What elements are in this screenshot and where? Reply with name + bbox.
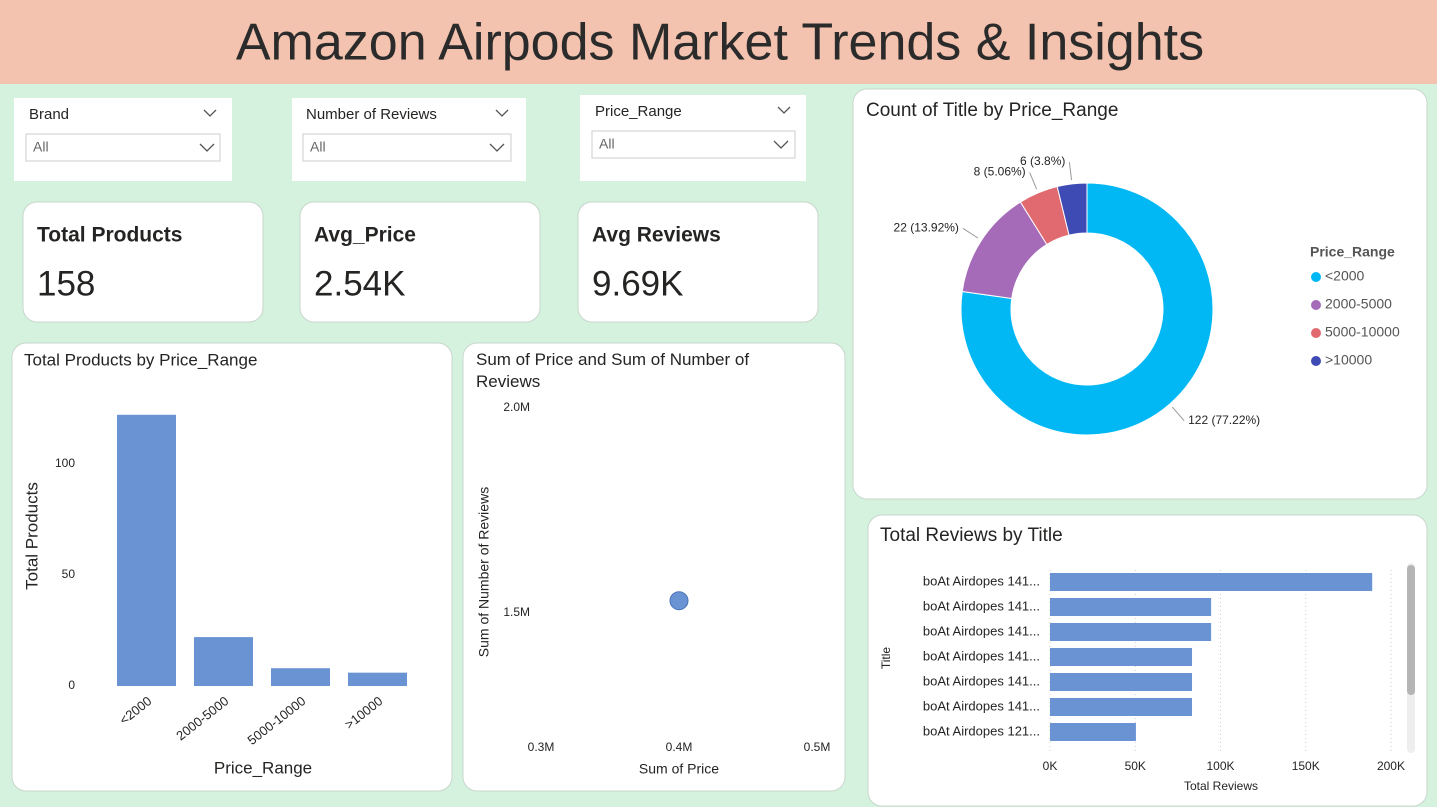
slicer-value: All <box>310 139 326 155</box>
y-tick-label: boAt Airdopes 121... <box>923 723 1040 738</box>
x-tick-label: 200K <box>1377 759 1405 773</box>
dropdown[interactable] <box>591 130 796 159</box>
y-tick-label: boAt Airdopes 141... <box>923 673 1040 688</box>
slicer-value: All <box>599 136 615 152</box>
dropdown[interactable] <box>302 133 512 162</box>
card-value: 158 <box>37 264 95 303</box>
kpi-card: Total Products 158 <box>22 201 264 323</box>
bar <box>1050 698 1193 716</box>
y-tick-label: 2.0M <box>503 400 530 414</box>
legend-swatch <box>1311 328 1321 338</box>
data-label: 8 (5.06%) <box>974 165 1026 179</box>
y-tick-label: boAt Airdopes 141... <box>923 573 1040 588</box>
bar <box>1050 573 1373 591</box>
y-tick-label: boAt Airdopes 141... <box>923 648 1040 663</box>
y-tick-label: boAt Airdopes 141... <box>923 698 1040 713</box>
legend-swatch <box>1311 300 1321 310</box>
y-tick-label: 50 <box>62 567 76 581</box>
kpi-card: Avg Reviews 9.69K <box>577 201 819 323</box>
y-axis-title: Title <box>879 647 893 670</box>
scrollbar-thumb[interactable] <box>1407 565 1415 695</box>
leader-line <box>1029 172 1038 190</box>
x-tick-label: 0K <box>1043 759 1058 773</box>
chevron <box>489 143 505 152</box>
y-tick-label: 1.5M <box>503 605 530 619</box>
y-tick-label: 100 <box>55 456 75 470</box>
x-tick-label: 0.5M <box>804 740 831 754</box>
chart-title: Total Products by Price_Range <box>24 350 257 369</box>
bar <box>1050 723 1136 741</box>
y-tick-label: boAt Airdopes 141... <box>923 623 1040 638</box>
slicer-value: All <box>33 139 49 155</box>
page-title: Amazon Airpods Market Trends & Insights <box>236 14 1204 72</box>
bar <box>1050 623 1212 641</box>
chevron <box>773 140 789 149</box>
x-tick-label: 150K <box>1292 759 1320 773</box>
chart-title: Total Reviews by Title <box>880 525 1063 546</box>
legend-label: 2000-5000 <box>1325 296 1392 312</box>
legend-label: <2000 <box>1325 268 1365 284</box>
legend-swatch <box>1311 272 1321 282</box>
chart-panel <box>11 342 453 792</box>
x-tick-label: 0.4M <box>666 740 693 754</box>
x-tick-label: 50K <box>1125 759 1146 773</box>
chart-panel <box>462 342 846 792</box>
slicer[interactable]: Brand All <box>14 98 232 181</box>
x-axis-title: Total Reviews <box>1184 779 1258 793</box>
card-value: 9.69K <box>592 264 683 303</box>
y-tick-label: boAt Airdopes 141... <box>923 598 1040 613</box>
bar <box>1050 648 1193 666</box>
chevron <box>777 106 791 114</box>
chart-title: Count of Title by Price_Range <box>866 100 1118 121</box>
dropdown[interactable] <box>25 133 221 162</box>
y-axis-title: Total Products <box>22 482 41 590</box>
chevron <box>203 109 217 117</box>
card-value: 2.54K <box>314 264 405 303</box>
bar <box>1050 598 1212 616</box>
card-box <box>22 201 264 323</box>
bar <box>194 637 253 686</box>
x-axis-title: Sum of Price <box>639 761 719 777</box>
chart-panel <box>852 88 1428 500</box>
bar <box>117 414 176 686</box>
donut-slice <box>1056 182 1088 236</box>
bar <box>348 672 407 686</box>
y-axis-title: Sum of Number of Reviews <box>476 487 492 657</box>
leader-line <box>962 227 979 239</box>
card-label: Avg Reviews <box>592 224 721 247</box>
slicer[interactable]: Price_Range All <box>580 95 806 181</box>
card-box <box>299 201 541 323</box>
legend-label: 5000-10000 <box>1325 324 1400 340</box>
card-label: Avg_Price <box>314 224 416 247</box>
card-label: Total Products <box>37 224 182 247</box>
bar <box>1050 673 1193 691</box>
slicer-label: Price_Range <box>595 103 682 120</box>
leader-line <box>1171 406 1185 422</box>
data-label: 6 (3.8%) <box>1020 154 1065 168</box>
header-band <box>0 0 1437 84</box>
chart-title: Sum of Price and Sum of Number of Reviews <box>476 350 749 391</box>
donut-slice <box>960 182 1214 436</box>
data-label: 122 (77.22%) <box>1188 413 1260 427</box>
legend-label: >10000 <box>1325 352 1372 368</box>
data-label: 22 (13.92%) <box>894 220 959 234</box>
leader-line <box>1068 161 1073 180</box>
bar <box>271 668 330 686</box>
card-box <box>577 201 819 323</box>
kpi-card: Avg_Price 2.54K <box>299 201 541 323</box>
scatter-point <box>669 591 689 611</box>
legend-swatch <box>1311 356 1321 366</box>
x-axis-title: Price_Range <box>214 758 312 777</box>
chevron <box>199 143 215 152</box>
slicer-label: Brand <box>29 106 69 123</box>
legend-title: Price_Range <box>1310 244 1395 260</box>
chevron <box>495 109 509 117</box>
slicer[interactable]: Number of Reviews All <box>292 98 526 181</box>
y-tick-label: 0 <box>68 678 75 692</box>
x-tick-label: 100K <box>1206 759 1234 773</box>
x-tick-label: 0.3M <box>528 740 555 754</box>
slicer-label: Number of Reviews <box>306 106 437 123</box>
